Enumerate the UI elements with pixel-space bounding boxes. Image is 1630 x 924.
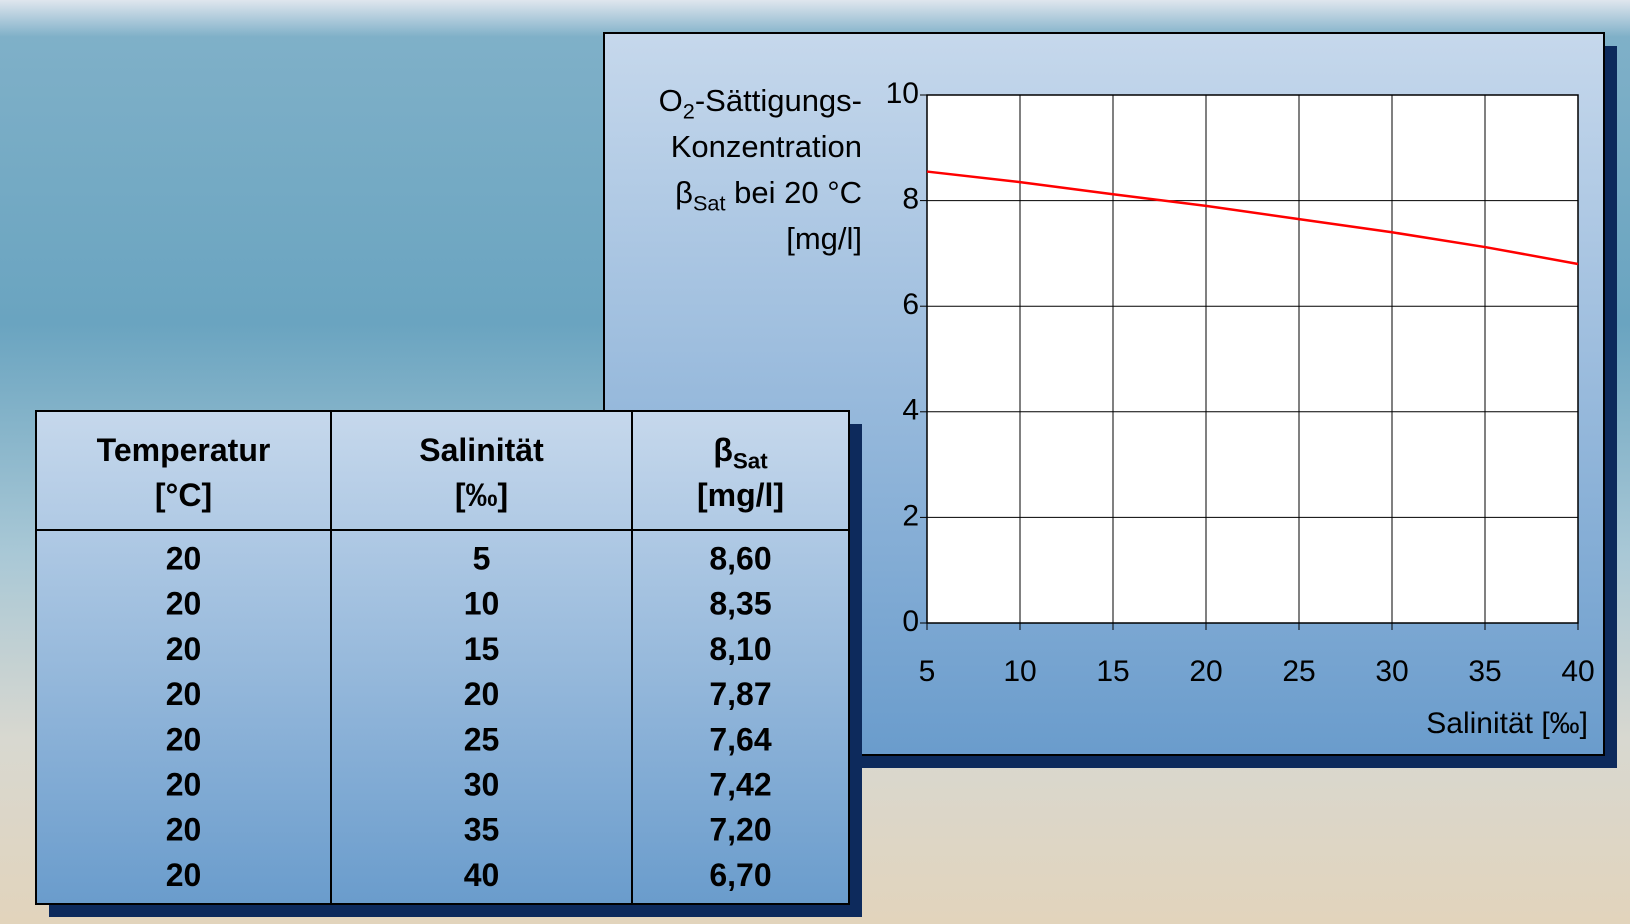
x-tick-label: 5 — [919, 655, 936, 688]
table-cell: 6,70 — [709, 857, 771, 893]
text: O — [659, 83, 683, 118]
x-tick-label: 25 — [1282, 655, 1315, 688]
x-tick-label: 10 — [1003, 655, 1036, 688]
y-tick-label: 4 — [902, 394, 919, 427]
table-cell: 30 — [464, 766, 500, 802]
text: Salinität — [419, 432, 544, 468]
table-cell: 20 — [464, 676, 500, 712]
x-tick-label: 20 — [1189, 655, 1222, 688]
table-cell: 7,64 — [709, 721, 771, 757]
table-cell: 20 — [166, 857, 202, 893]
y-axis-label: Konzentration — [671, 129, 862, 164]
subscript: 2 — [683, 98, 695, 123]
table-cell: 20 — [166, 540, 202, 576]
column-header: Temperatur — [97, 432, 271, 468]
table-cell: 7,42 — [709, 766, 771, 802]
table-cell: 20 — [166, 586, 202, 622]
column-header: Salinität — [419, 432, 544, 468]
table-cell: 25 — [464, 721, 500, 757]
table-cell: 10 — [464, 586, 500, 622]
table-cell: 20 — [166, 812, 202, 848]
text: Konzentration — [671, 129, 862, 164]
table-cell: 20 — [166, 766, 202, 802]
x-axis-label: Salinität [‰] — [1426, 707, 1588, 740]
y-tick-label: 10 — [886, 77, 919, 110]
column-header: [‰] — [455, 477, 508, 513]
text: bei 20 °C — [726, 175, 862, 210]
x-tick-label: 35 — [1468, 655, 1501, 688]
y-tick-label: 0 — [902, 605, 919, 638]
table-cell: 40 — [464, 857, 500, 893]
text: Temperatur — [97, 432, 271, 468]
table-cell: 20 — [166, 676, 202, 712]
slide: 0246810510152025303540Salinität [‰]O2-Sä… — [0, 0, 1630, 924]
table-cell: 7,20 — [709, 812, 771, 848]
page: {"chart_data": {"type": "line", "y_label… — [0, 0, 1630, 924]
table-cell: 20 — [166, 721, 202, 757]
table-cell: 8,35 — [709, 586, 771, 622]
table-cell: 35 — [464, 812, 500, 848]
table-cell: 7,87 — [709, 676, 771, 712]
table-cell: 15 — [464, 631, 500, 667]
table-cell: 5 — [473, 540, 491, 576]
text: β — [713, 432, 733, 468]
y-tick-label: 2 — [902, 499, 919, 532]
y-axis-label: [mg/l] — [786, 221, 862, 256]
text: [mg/l] — [697, 477, 784, 513]
text: [mg/l] — [786, 221, 862, 256]
column-header: [mg/l] — [697, 477, 784, 513]
x-tick-label: 40 — [1561, 655, 1594, 688]
x-tick-label: 15 — [1096, 655, 1129, 688]
column-header: [°C] — [155, 477, 212, 513]
text: -Sättigungs- — [695, 83, 862, 118]
table-cell: 20 — [166, 631, 202, 667]
plot-area — [927, 95, 1578, 623]
text: [‰] — [455, 477, 508, 513]
table-cell: 8,10 — [709, 631, 771, 667]
y-tick-label: 8 — [902, 183, 919, 216]
text: β — [675, 175, 693, 210]
text: [°C] — [155, 477, 212, 513]
table-cell: 8,60 — [709, 540, 771, 576]
subscript: Sat — [733, 449, 768, 474]
subscript: Sat — [693, 190, 726, 215]
y-tick-label: 6 — [902, 288, 919, 321]
x-tick-label: 30 — [1375, 655, 1408, 688]
